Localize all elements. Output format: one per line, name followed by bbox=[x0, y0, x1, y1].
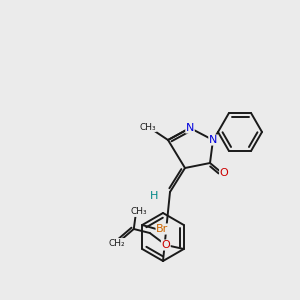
Text: H: H bbox=[150, 191, 158, 201]
Text: CH₂: CH₂ bbox=[109, 238, 125, 247]
Text: CH₃: CH₃ bbox=[130, 208, 147, 217]
Text: CH₃: CH₃ bbox=[140, 122, 156, 131]
Text: O: O bbox=[161, 240, 170, 250]
Text: N: N bbox=[209, 135, 217, 145]
Text: Br: Br bbox=[156, 224, 168, 234]
Text: N: N bbox=[186, 123, 194, 133]
Text: O: O bbox=[220, 168, 228, 178]
